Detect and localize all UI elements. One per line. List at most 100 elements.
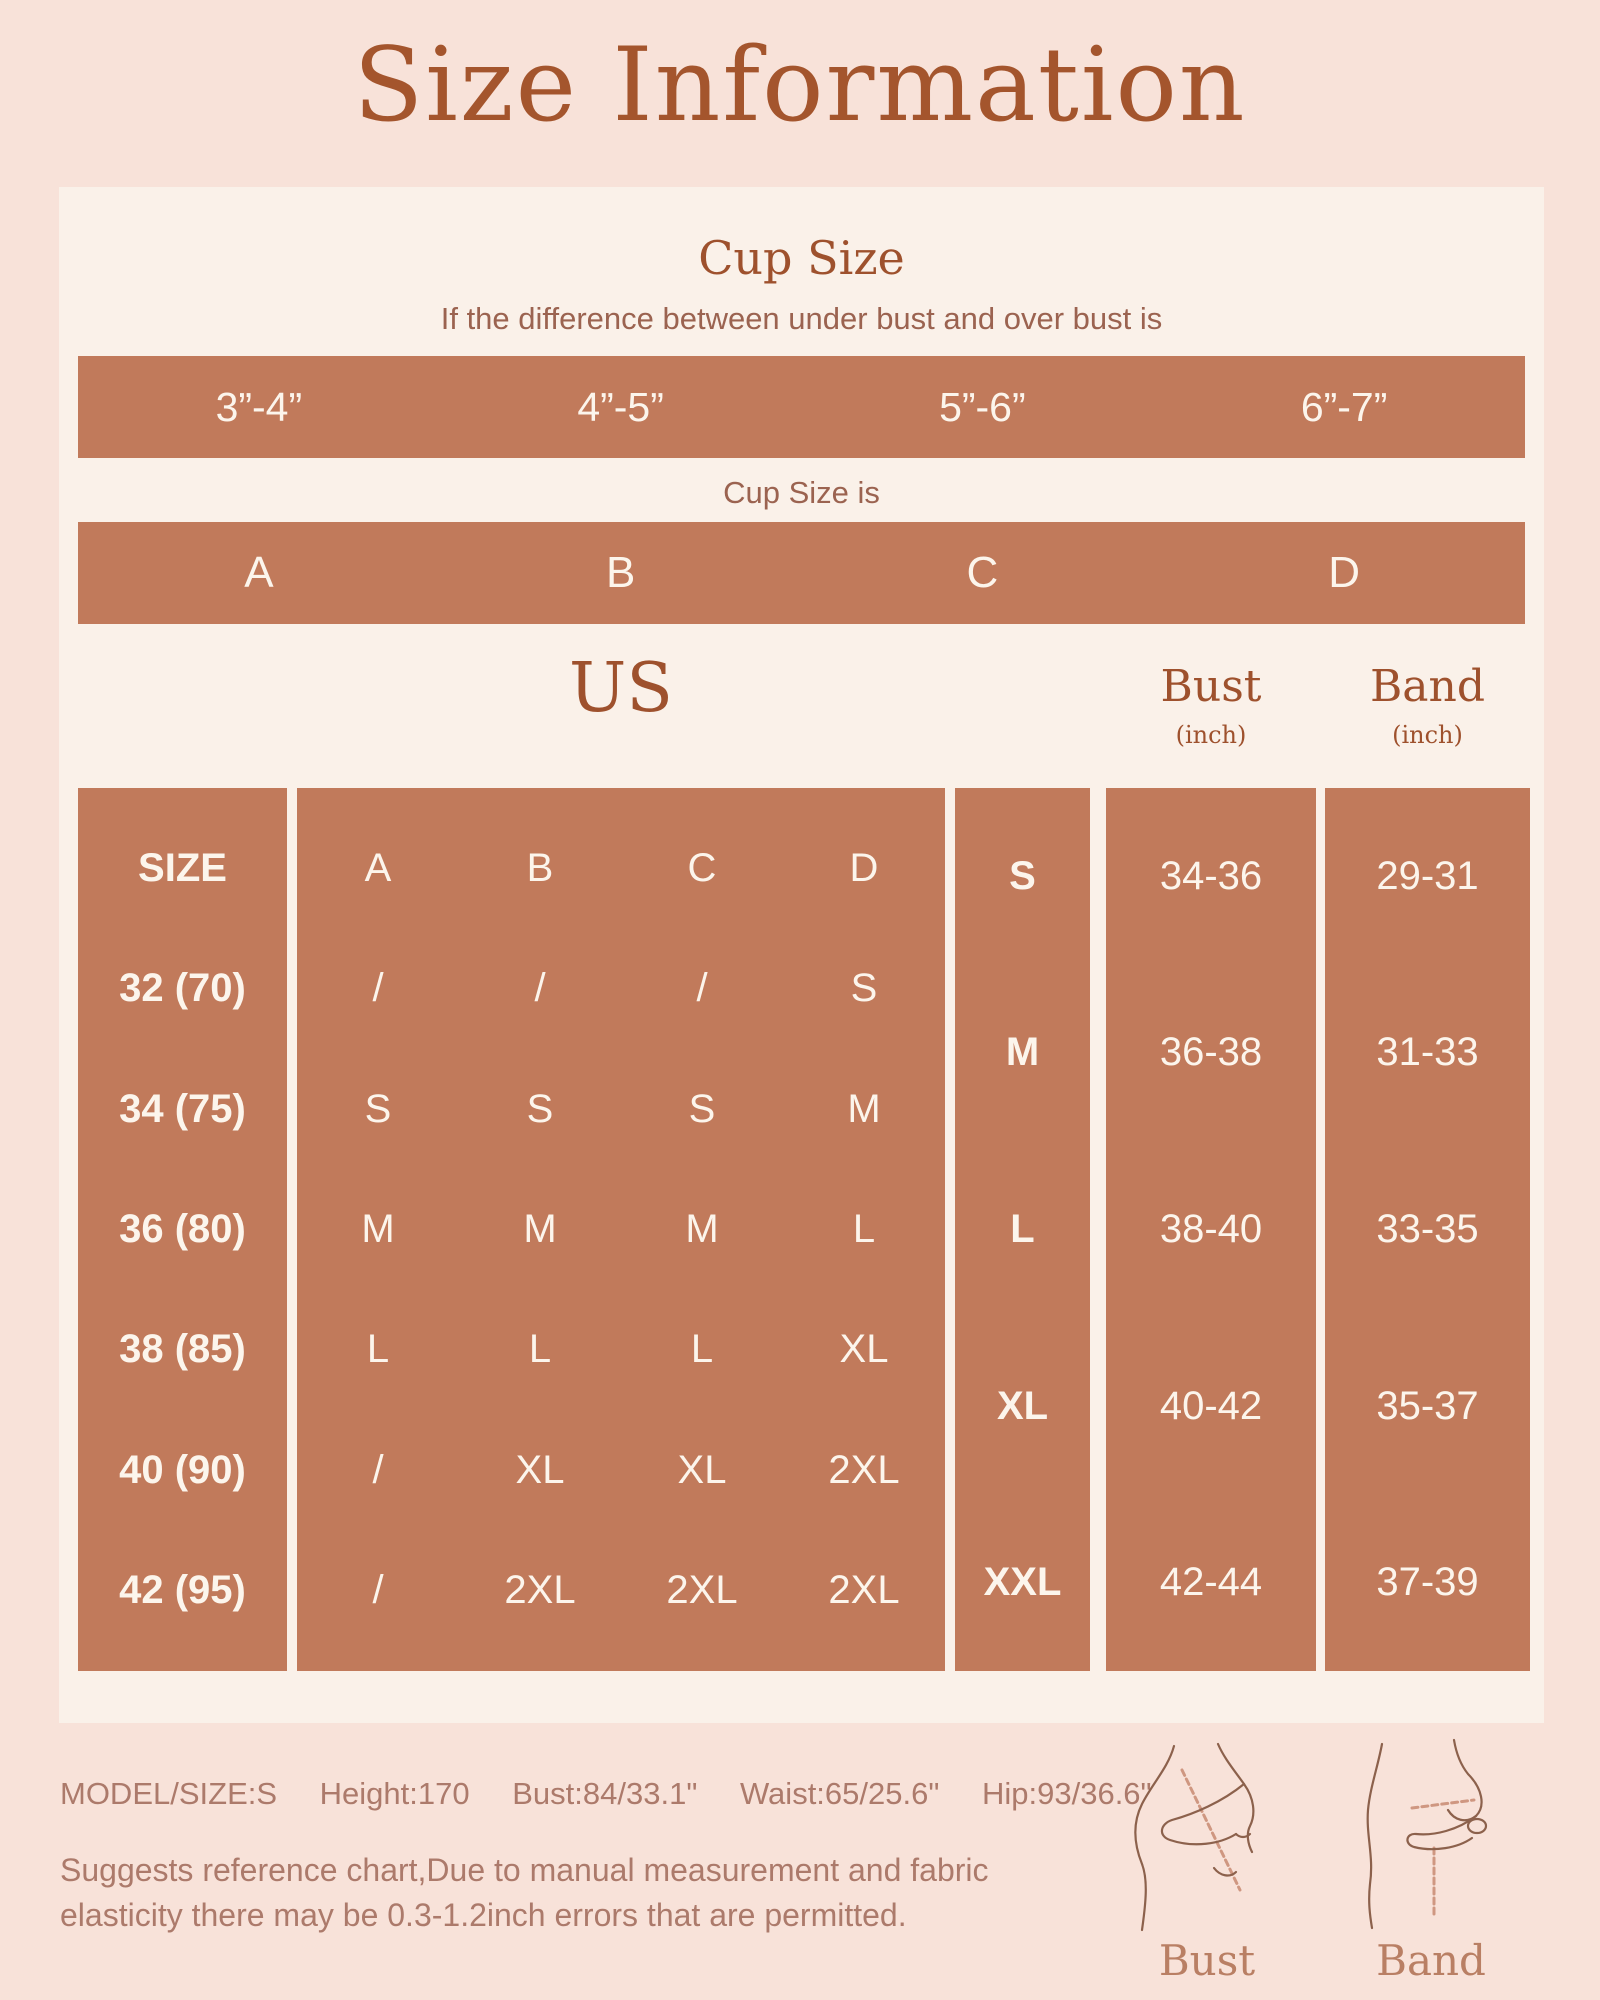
cup-cell: / xyxy=(534,966,546,1011)
cup-cell: M xyxy=(685,1206,719,1251)
diff-range: 3”-4” xyxy=(215,383,303,430)
band-range: 35-37 xyxy=(1376,1383,1479,1428)
table-row: M M M L xyxy=(297,1169,945,1289)
region-label: US xyxy=(569,649,673,728)
bust-range: 42-44 xyxy=(1159,1560,1263,1605)
band-range: 37-39 xyxy=(1376,1560,1479,1605)
cup-cell: XL xyxy=(515,1447,565,1492)
bust-range: 36-38 xyxy=(1159,1030,1263,1075)
bust-range-column: 34-36 36-38 38-40 40-42 42-44 xyxy=(1106,788,1316,1671)
band-range: 33-35 xyxy=(1376,1206,1479,1251)
size-column: SIZE 32 (70) 34 (75) 36 (80) 38 (85) 40 … xyxy=(78,788,287,1671)
page-title: Size Information xyxy=(353,26,1247,145)
cup-cell: / xyxy=(372,966,384,1011)
model-waist: Waist:65/25.6" xyxy=(739,1776,940,1811)
size-row-label: 32 (70) xyxy=(119,966,246,1011)
model-size: MODEL/SIZE:S xyxy=(60,1776,278,1811)
cup-cell: L xyxy=(852,1206,876,1251)
bust-figure-drawing xyxy=(1134,1742,1255,1932)
cup-cell: / xyxy=(372,1447,384,1492)
intl-size-label: L xyxy=(1010,1206,1035,1251)
size-row-label: 34 (75) xyxy=(119,1086,246,1131)
note-line-2: elasticity there may be 0.3-1.2inch erro… xyxy=(60,1897,907,1933)
model-bust: Bust:84/33.1" xyxy=(512,1776,698,1811)
size-row-label: 38 (85) xyxy=(119,1327,246,1372)
bust-caption: Bust xyxy=(1158,1936,1256,1985)
diff-range: 4”-5” xyxy=(577,383,664,430)
cup-cell: XL xyxy=(677,1447,727,1492)
cup-cell: S xyxy=(364,1086,392,1131)
intl-size-label: S xyxy=(1009,853,1036,898)
size-row-label: 36 (80) xyxy=(119,1206,246,1251)
cup-grid: A B C D / / / S S S S M M M M L xyxy=(297,788,945,1671)
cup-cell: / xyxy=(372,1568,384,1613)
cup-letter: B xyxy=(605,548,636,597)
cup-col-header: B xyxy=(526,845,554,890)
model-height: Height:170 xyxy=(319,1776,470,1811)
band-measure-illustration xyxy=(1346,1736,1516,1931)
cup-cell: M xyxy=(361,1206,395,1251)
cup-letter: D xyxy=(1328,548,1361,597)
cup-size-heading: Cup Size xyxy=(698,231,905,285)
cup-cell: 2XL xyxy=(666,1568,738,1613)
cup-letter-bar: A B C D xyxy=(78,522,1525,624)
note-line-1: Suggests reference chart,Due to manual m… xyxy=(60,1852,989,1888)
cup-grid-header-row: A B C D xyxy=(297,808,945,928)
band-caption: Band xyxy=(1376,1936,1486,1985)
cup-col-header: A xyxy=(364,845,392,890)
bust-difference-bar: 3”-4” 4”-5” 5”-6” 6”-7” xyxy=(78,356,1525,458)
bust-range: 40-42 xyxy=(1159,1383,1263,1428)
band-figure-drawing xyxy=(1366,1738,1488,1930)
band-header-label: Band xyxy=(1369,661,1486,712)
band-range: 29-31 xyxy=(1376,853,1479,898)
intl-size-label: XL xyxy=(996,1383,1049,1428)
table-row: / / / S xyxy=(297,928,945,1048)
cup-col-header: C xyxy=(687,845,717,890)
band-range-column: 29-31 31-33 33-35 35-37 37-39 xyxy=(1325,788,1530,1671)
size-row-label: 42 (95) xyxy=(119,1568,246,1613)
cup-cell: 2XL xyxy=(828,1568,900,1613)
table-row: / 2XL 2XL 2XL xyxy=(297,1531,945,1651)
model-measurements: MODEL/SIZE:S Height:170 Bust:84/33.1" Wa… xyxy=(60,1776,1186,1812)
bust-range: 34-36 xyxy=(1159,853,1263,898)
cup-cell: M xyxy=(523,1206,557,1251)
cup-cell: S xyxy=(688,1086,716,1131)
cup-letter: C xyxy=(966,548,999,597)
size-row-label: 40 (90) xyxy=(119,1447,246,1492)
bust-header-label: Bust xyxy=(1160,661,1262,712)
size-chart-panel: Cup Size If the difference between under… xyxy=(59,187,1544,1723)
diff-range: 5”-6” xyxy=(939,383,1026,430)
bust-column-header: Bust (inch) xyxy=(1106,661,1316,749)
model-hip: Hip:93/36.6" xyxy=(981,1776,1152,1811)
band-header-unit: (inch) xyxy=(1392,721,1463,749)
cup-size-subtitle: If the difference between under bust and… xyxy=(440,301,1163,336)
cup-size-is-label: Cup Size is xyxy=(723,475,880,510)
cup-cell: M xyxy=(847,1086,881,1131)
cup-col-header: D xyxy=(849,845,879,890)
cup-cell: L xyxy=(366,1327,390,1372)
table-row: / XL XL 2XL xyxy=(297,1410,945,1530)
band-range: 31-33 xyxy=(1376,1030,1479,1075)
diff-range: 6”-7” xyxy=(1300,383,1388,430)
cup-letter: A xyxy=(244,548,274,597)
intl-size-label: XXL xyxy=(983,1560,1062,1605)
table-row: L L L XL xyxy=(297,1290,945,1410)
cup-cell: 2XL xyxy=(504,1568,576,1613)
table-row: S S S M xyxy=(297,1049,945,1169)
measurement-note: Suggests reference chart,Due to manual m… xyxy=(60,1848,989,1938)
size-column-header: SIZE xyxy=(138,845,227,890)
bust-header-unit: (inch) xyxy=(1175,721,1247,749)
cup-cell: L xyxy=(528,1327,552,1372)
cup-cell: L xyxy=(690,1327,714,1372)
bust-range: 38-40 xyxy=(1159,1206,1263,1251)
bust-measure-illustration xyxy=(1122,1740,1292,1935)
cup-cell: 2XL xyxy=(828,1447,900,1492)
intl-size-label: M xyxy=(1005,1030,1040,1075)
cup-cell: / xyxy=(696,966,708,1011)
cup-cell: S xyxy=(526,1086,554,1131)
intl-size-column: S M L XL XXL xyxy=(955,788,1090,1671)
band-column-header: Band (inch) xyxy=(1325,661,1530,749)
cup-cell: S xyxy=(850,966,878,1011)
cup-cell: XL xyxy=(839,1327,889,1372)
